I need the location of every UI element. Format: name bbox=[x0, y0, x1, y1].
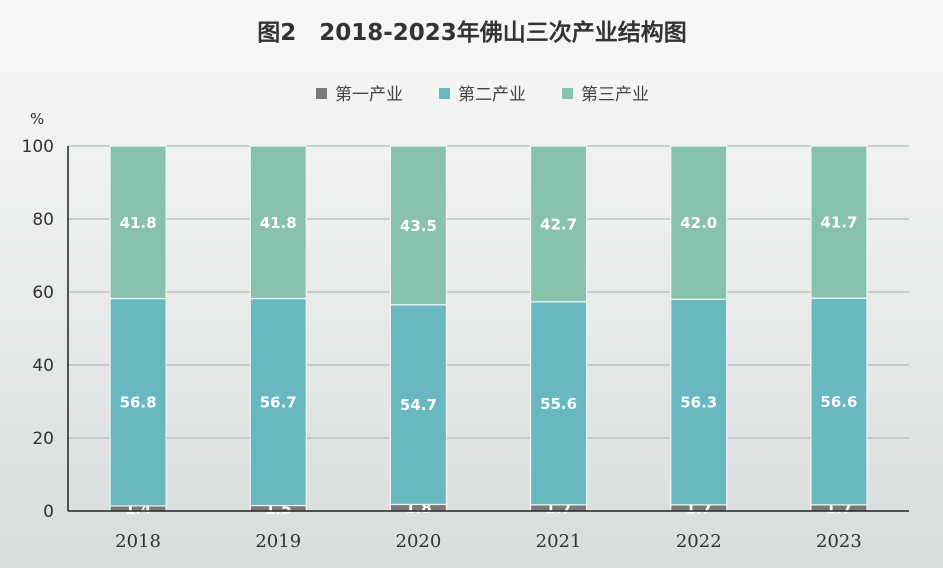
bar-segment-2020-2 bbox=[389, 145, 448, 306]
y-tick-label: 20 bbox=[32, 429, 54, 449]
data-label-2021-2: 42.7 bbox=[540, 215, 577, 233]
y-tick-label: 100 bbox=[22, 137, 54, 157]
x-tick-label-2018: 2018 bbox=[115, 531, 161, 552]
y-axis-ticks: 0 20 40 60 80 100 bbox=[22, 137, 54, 522]
legend-swatch-secondary bbox=[439, 88, 450, 99]
x-tick-label-2019: 2019 bbox=[255, 531, 301, 552]
bars: 1.456.841.81.556.741.81.854.743.51.755.6… bbox=[109, 145, 868, 518]
data-label-2021-1: 55.6 bbox=[540, 395, 577, 413]
x-tick-label-2021: 2021 bbox=[536, 531, 582, 552]
legend-item-secondary: 第二产业 bbox=[439, 85, 526, 105]
bar-segment-2019-1 bbox=[249, 297, 307, 507]
data-label-2020-1: 54.7 bbox=[400, 396, 437, 414]
y-axis-unit: % bbox=[30, 110, 44, 128]
data-label-2023-1: 56.6 bbox=[820, 393, 857, 411]
bar-segment-2023-1 bbox=[810, 297, 868, 506]
bar-segment-2023-2 bbox=[810, 145, 868, 299]
data-label-2018-1: 56.8 bbox=[120, 394, 157, 412]
y-tick-label: 60 bbox=[32, 283, 54, 303]
legend: 第一产业 第二产业 第三产业 bbox=[316, 85, 649, 105]
legend-label-tertiary: 第三产业 bbox=[581, 85, 649, 105]
x-tick-label-2023: 2023 bbox=[816, 531, 862, 552]
x-axis-ticks: 2018 2019 2020 2021 2022 2023 bbox=[115, 531, 862, 552]
y-tick-label: 0 bbox=[43, 502, 54, 522]
bar-segment-2018-1 bbox=[109, 297, 167, 507]
y-tick-label: 80 bbox=[32, 210, 54, 230]
bar-segment-2020-1 bbox=[389, 304, 448, 506]
data-label-2019-2: 41.8 bbox=[260, 214, 297, 232]
legend-swatch-tertiary bbox=[562, 88, 573, 99]
bar-segment-2021-1 bbox=[529, 301, 588, 506]
legend-swatch-primary bbox=[316, 88, 327, 99]
chart-title: 图2 2018-2023年佛山三次产业结构图 bbox=[257, 19, 687, 46]
data-label-2022-2: 42.0 bbox=[680, 214, 717, 232]
data-label-2023-2: 41.7 bbox=[820, 214, 857, 232]
legend-item-tertiary: 第三产业 bbox=[562, 85, 649, 105]
bar-segment-2018-2 bbox=[109, 145, 167, 300]
bar-segment-2021-2 bbox=[529, 145, 588, 303]
legend-item-primary: 第一产业 bbox=[316, 85, 403, 105]
x-tick-label-2022: 2022 bbox=[676, 531, 722, 552]
data-label-2018-2: 41.8 bbox=[120, 214, 157, 232]
bar-segment-2019-2 bbox=[249, 145, 307, 300]
legend-label-primary: 第一产业 bbox=[335, 85, 403, 105]
data-label-2020-2: 43.5 bbox=[400, 217, 437, 235]
x-tick-label-2020: 2020 bbox=[396, 531, 442, 552]
gridlines bbox=[68, 145, 909, 439]
data-label-2022-1: 56.3 bbox=[680, 394, 717, 412]
data-label-2019-1: 56.7 bbox=[260, 394, 297, 412]
bar-segment-2022-2 bbox=[670, 145, 728, 300]
legend-label-secondary: 第二产业 bbox=[458, 85, 526, 105]
y-tick-label: 40 bbox=[32, 356, 54, 376]
